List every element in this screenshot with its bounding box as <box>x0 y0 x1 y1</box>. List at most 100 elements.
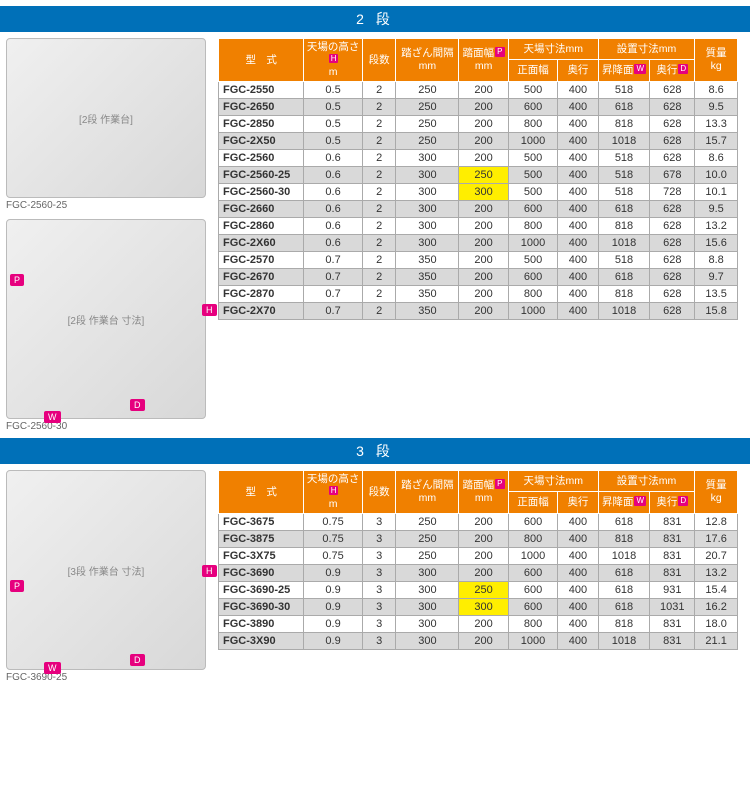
cell-value: 8.8 <box>695 251 738 268</box>
cell-value: 400 <box>558 200 598 217</box>
cell-value: 400 <box>558 581 598 598</box>
cell-value: 0.75 <box>304 547 362 564</box>
cell-value: 800 <box>508 530 557 547</box>
th-install-depth: 奥行D <box>650 60 695 81</box>
cell-value: 300 <box>396 234 459 251</box>
cell-value: 2 <box>362 183 396 200</box>
cell-value: 400 <box>558 183 598 200</box>
cell-value: 1000 <box>508 547 557 564</box>
cell-value: 2 <box>362 268 396 285</box>
dimension-label: H <box>202 565 217 577</box>
cell-value: 831 <box>650 632 695 649</box>
cell-value: 831 <box>650 564 695 581</box>
cell-value: 250 <box>396 81 459 98</box>
cell-value: 200 <box>459 632 508 649</box>
cell-value: 1018 <box>598 302 650 319</box>
table-row: FGC-26500.522502006004006186289.5 <box>219 98 738 115</box>
cell-value: 518 <box>598 166 650 183</box>
cell-value: 200 <box>459 530 508 547</box>
cell-model: FGC-3X75 <box>219 547 304 564</box>
cell-value: 15.7 <box>695 132 738 149</box>
cell-model: FGC-2560-25 <box>219 166 304 183</box>
cell-value: 3 <box>362 513 396 530</box>
cell-value: 15.6 <box>695 234 738 251</box>
cell-value: 818 <box>598 115 650 132</box>
cell-value: 518 <box>598 251 650 268</box>
th-gap: 踏ざん間隔mm <box>396 471 459 514</box>
th-gap: 踏ざん間隔mm <box>396 39 459 82</box>
cell-value: 200 <box>459 615 508 632</box>
cell-value: 13.3 <box>695 115 738 132</box>
cell-value: 13.2 <box>695 564 738 581</box>
cell-value: 0.9 <box>304 598 362 615</box>
cell-value: 2 <box>362 200 396 217</box>
cell-value: 500 <box>508 166 557 183</box>
cell-model: FGC-3875 <box>219 530 304 547</box>
cell-value: 618 <box>598 200 650 217</box>
cell-value: 200 <box>459 251 508 268</box>
cell-value: 3 <box>362 598 396 615</box>
cell-value: 400 <box>558 166 598 183</box>
cell-value: 200 <box>459 234 508 251</box>
table-row: FGC-28700.7235020080040081862813.5 <box>219 285 738 302</box>
cell-value: 818 <box>598 217 650 234</box>
cell-model: FGC-2X50 <box>219 132 304 149</box>
table-row: FGC-38750.75325020080040081883117.6 <box>219 530 738 547</box>
cell-model: FGC-2870 <box>219 285 304 302</box>
table-row: FGC-25500.522502005004005186288.6 <box>219 81 738 98</box>
cell-value: 2 <box>362 81 396 98</box>
cell-value: 0.7 <box>304 251 362 268</box>
cell-value: 628 <box>650 81 695 98</box>
cell-value: 500 <box>508 81 557 98</box>
cell-value: 600 <box>508 581 557 598</box>
cell-value: 2 <box>362 115 396 132</box>
dimension-label: D <box>130 399 145 411</box>
cell-value: 20.7 <box>695 547 738 564</box>
cell-value: 800 <box>508 615 557 632</box>
cell-value: 2 <box>362 132 396 149</box>
dimension-label: P <box>10 274 24 286</box>
cell-value: 400 <box>558 285 598 302</box>
th-install-dims: 設置寸法mm <box>598 471 695 492</box>
cell-value: 300 <box>396 615 459 632</box>
cell-value: 200 <box>459 268 508 285</box>
dimension-label: P <box>10 580 24 592</box>
cell-value: 400 <box>558 598 598 615</box>
th-mass: 質量kg <box>695 39 738 82</box>
cell-value: 300 <box>396 149 459 166</box>
cell-value: 400 <box>558 217 598 234</box>
cell-value: 300 <box>396 598 459 615</box>
cell-model: FGC-2670 <box>219 268 304 285</box>
cell-value: 0.6 <box>304 149 362 166</box>
cell-value: 200 <box>459 115 508 132</box>
cell-value: 1000 <box>508 302 557 319</box>
cell-value: 200 <box>459 98 508 115</box>
cell-value: 0.75 <box>304 513 362 530</box>
cell-value: 618 <box>598 513 650 530</box>
cell-value: 0.9 <box>304 632 362 649</box>
th-tread: 踏面幅Pmm <box>459 39 508 82</box>
cell-value: 250 <box>459 166 508 183</box>
table-row: FGC-28500.5225020080040081862813.3 <box>219 115 738 132</box>
cell-value: 300 <box>396 217 459 234</box>
th-mass: 質量kg <box>695 471 738 514</box>
cell-value: 400 <box>558 98 598 115</box>
cell-value: 200 <box>459 149 508 166</box>
cell-value: 1018 <box>598 547 650 564</box>
cell-value: 618 <box>598 268 650 285</box>
section-title: 2 段 <box>0 6 750 32</box>
th-model: 型 式 <box>219 471 304 514</box>
cell-value: 600 <box>508 564 557 581</box>
cell-value: 628 <box>650 200 695 217</box>
cell-model: FGC-3X90 <box>219 632 304 649</box>
cell-value: 350 <box>396 268 459 285</box>
cell-model: FGC-2860 <box>219 217 304 234</box>
cell-value: 600 <box>508 513 557 530</box>
cell-value: 350 <box>396 285 459 302</box>
cell-value: 678 <box>650 166 695 183</box>
cell-model: FGC-3690-30 <box>219 598 304 615</box>
cell-value: 818 <box>598 530 650 547</box>
cell-model: FGC-3690-25 <box>219 581 304 598</box>
th-top-front: 正面幅 <box>508 60 557 81</box>
cell-value: 200 <box>459 285 508 302</box>
